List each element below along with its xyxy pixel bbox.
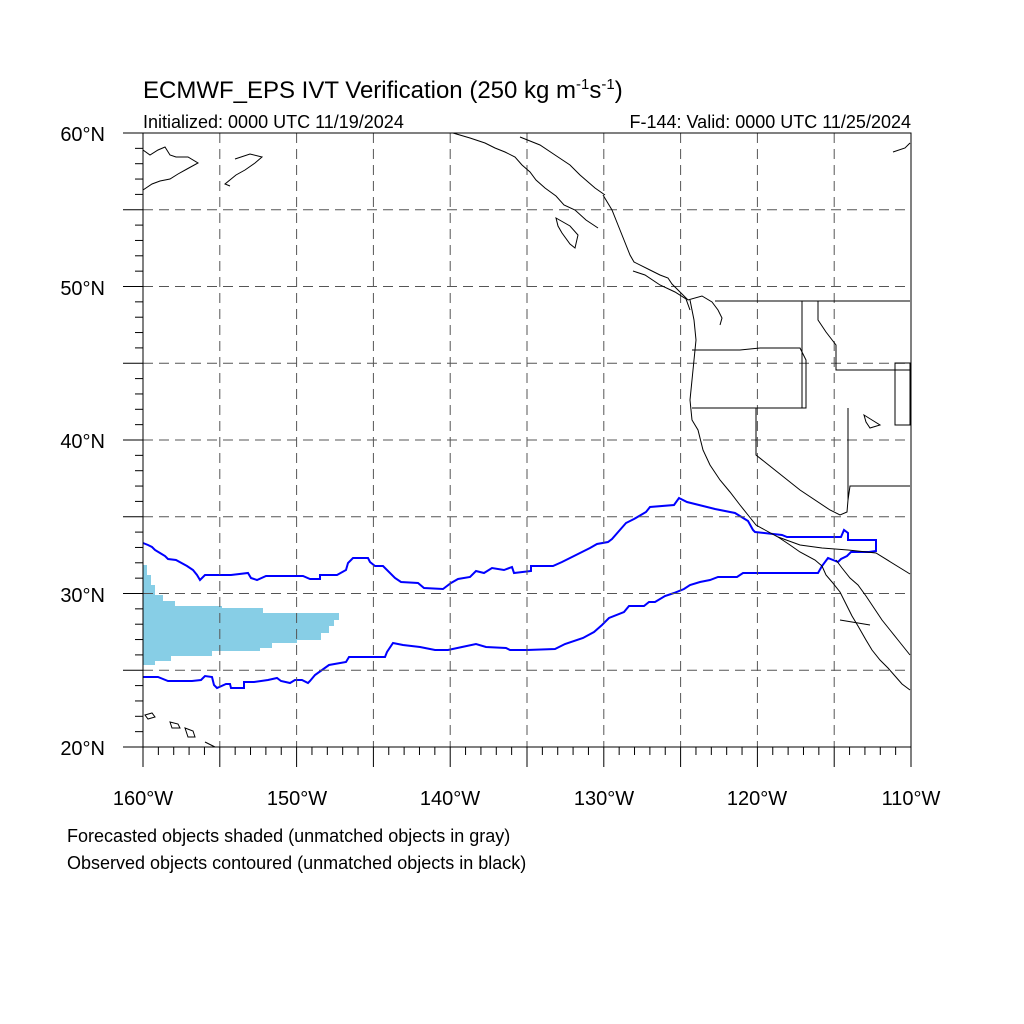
lon-label-120w: 120°W — [727, 788, 787, 810]
title-end: ) — [615, 77, 623, 104]
footnote-forecast: Forecasted objects shaded (unmatched obj… — [67, 826, 510, 846]
lat-label-60: 60°N — [60, 124, 105, 146]
map-title: ECMWF_EPS IVT Verification (250 kg m-1s-… — [143, 76, 623, 104]
subtitle-initialized: Initialized: 0000 UTC 11/19/2024 — [143, 112, 404, 132]
lat-label-30: 30°N — [60, 585, 105, 607]
title-sup-2: -1 — [601, 76, 614, 93]
lat-label-50: 50°N — [60, 278, 105, 300]
grid-lines — [143, 133, 911, 747]
lon-label-140w: 140°W — [420, 788, 480, 810]
title-sup-1: -1 — [576, 76, 589, 93]
title-mid: s — [589, 77, 601, 104]
lat-label-40: 40°N — [60, 431, 105, 453]
title-main: ECMWF_EPS IVT Verification (250 kg m — [143, 77, 576, 104]
footnote-observed: Observed objects contoured (unmatched ob… — [67, 853, 526, 873]
coastlines — [142, 132, 911, 748]
lon-label-160w: 160°W — [113, 788, 173, 810]
axis-ticks — [123, 132, 912, 767]
subtitle-valid: F-144: Valid: 0000 UTC 11/25/2024 — [629, 112, 911, 132]
observed-object-contour — [142, 496, 877, 690]
lon-label-150w: 150°W — [267, 788, 327, 810]
lat-label-20: 20°N — [60, 738, 105, 760]
lon-label-130w: 130°W — [574, 788, 634, 810]
forecast-object-shaded — [143, 565, 339, 665]
lon-label-110w: 110°W — [882, 788, 941, 810]
